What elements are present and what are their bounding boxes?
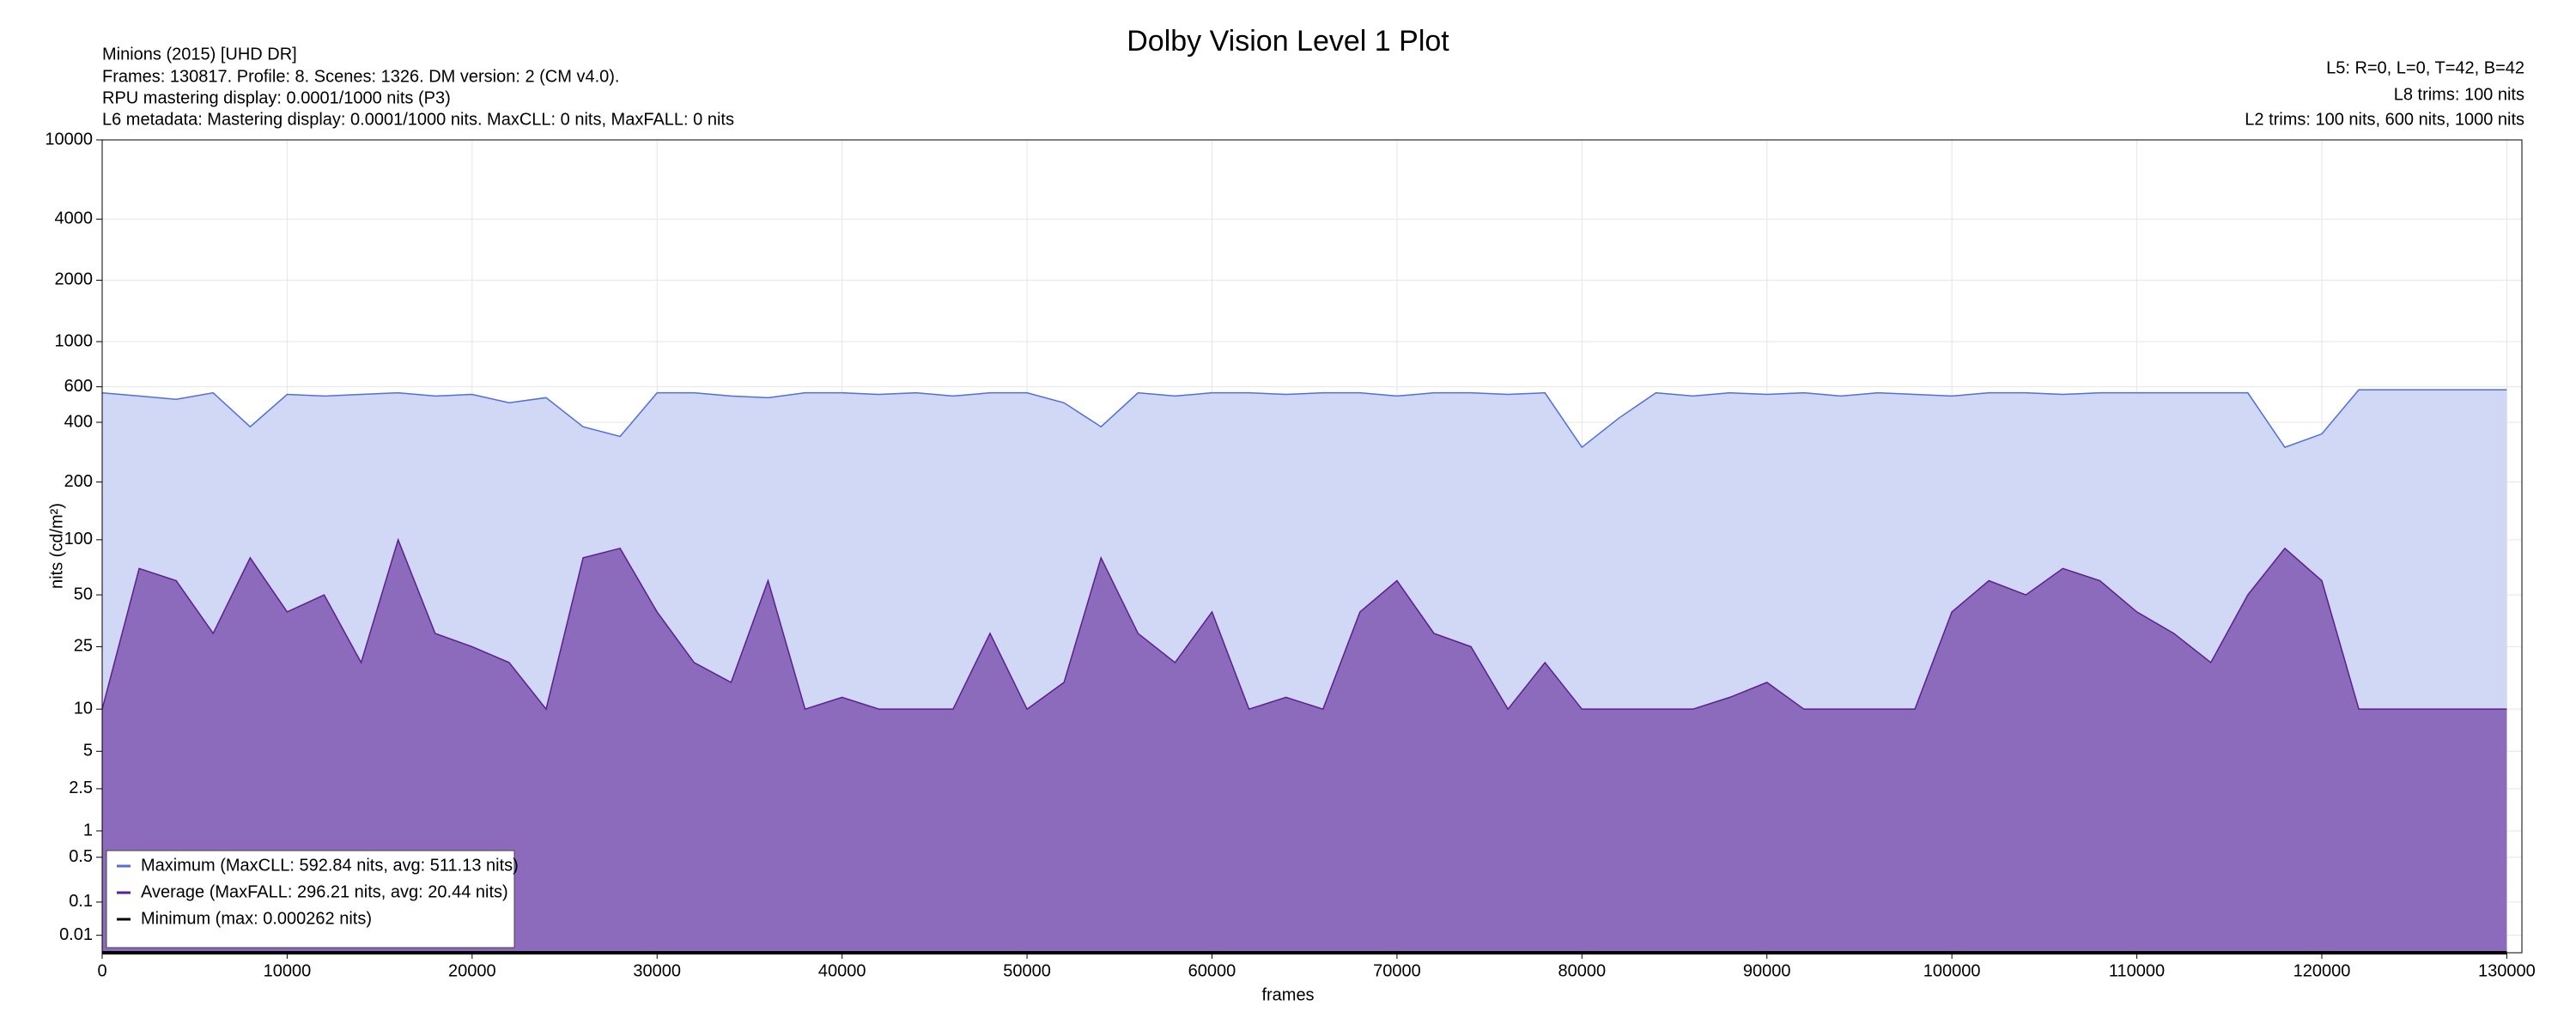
y-tick-label: 200 xyxy=(64,472,93,491)
x-tick-label: 30000 xyxy=(633,961,681,980)
x-tick-label: 70000 xyxy=(1373,961,1421,980)
y-tick-label: 0.1 xyxy=(69,892,93,911)
x-tick-label: 80000 xyxy=(1558,961,1607,980)
y-tick-label: 100 xyxy=(64,530,93,548)
x-tick-label: 90000 xyxy=(1743,961,1791,980)
y-tick-label: 10000 xyxy=(45,130,93,148)
legend-label: Maximum (MaxCLL: 592.84 nits, avg: 511.1… xyxy=(141,856,519,875)
x-tick-label: 20000 xyxy=(448,961,496,980)
x-tick-label: 0 xyxy=(97,961,106,980)
y-tick-label: 5 xyxy=(83,742,93,760)
info-text: L2 trims: 100 nits, 600 nits, 1000 nits xyxy=(2245,110,2524,129)
x-tick-label: 40000 xyxy=(818,961,866,980)
legend-box xyxy=(106,850,515,948)
y-tick-label: 2000 xyxy=(55,270,94,289)
y-tick-label: 1 xyxy=(83,821,93,839)
y-tick-label: 4000 xyxy=(55,209,94,228)
x-tick-label: 110000 xyxy=(2109,961,2165,980)
legend: Maximum (MaxCLL: 592.84 nits, avg: 511.1… xyxy=(106,850,519,948)
y-tick-label: 10 xyxy=(74,699,93,718)
info-text: RPU mastering display: 0.0001/1000 nits … xyxy=(102,88,451,107)
x-tick-label: 50000 xyxy=(1003,961,1051,980)
legend-label: Minimum (max: 0.000262 nits) xyxy=(141,909,372,928)
y-axis-label: nits (cd/m²) xyxy=(47,503,66,589)
y-tick-label: 50 xyxy=(74,585,93,603)
info-text: L8 trims: 100 nits xyxy=(2394,85,2524,104)
x-tick-label: 10000 xyxy=(264,961,312,980)
x-tick-label: 100000 xyxy=(1923,961,1981,980)
info-text: L6 metadata: Mastering display: 0.0001/1… xyxy=(102,110,734,129)
y-tick-label: 2.5 xyxy=(69,779,93,797)
x-tick-label: 120000 xyxy=(2293,961,2351,980)
series-area xyxy=(102,539,2507,953)
x-tick-label: 130000 xyxy=(2478,961,2536,980)
series-line xyxy=(101,389,2507,449)
info-text: Frames: 130817. Profile: 8. Scenes: 1326… xyxy=(102,67,619,86)
y-tick-label: 0.5 xyxy=(69,847,93,866)
chart-title: Dolby Vision Level 1 Plot xyxy=(1127,25,1449,58)
y-tick-label: 600 xyxy=(64,377,93,396)
plot-frame xyxy=(101,139,2523,954)
y-tick-label: 400 xyxy=(64,412,93,431)
y-tick-label: 0.01 xyxy=(59,925,93,944)
x-axis-label: frames xyxy=(1261,985,1314,1004)
y-tick-label: 25 xyxy=(74,637,93,656)
legend-label: Average (MaxFALL: 296.21 nits, avg: 20.4… xyxy=(141,882,508,901)
y-tick-label: 1000 xyxy=(55,331,94,350)
x-tick-label: 60000 xyxy=(1188,961,1236,980)
series-line xyxy=(101,537,2507,711)
info-text: L5: R=0, L=0, T=42, B=42 xyxy=(2326,58,2524,77)
info-text: Minions (2015) [UHD DR] xyxy=(102,45,297,64)
